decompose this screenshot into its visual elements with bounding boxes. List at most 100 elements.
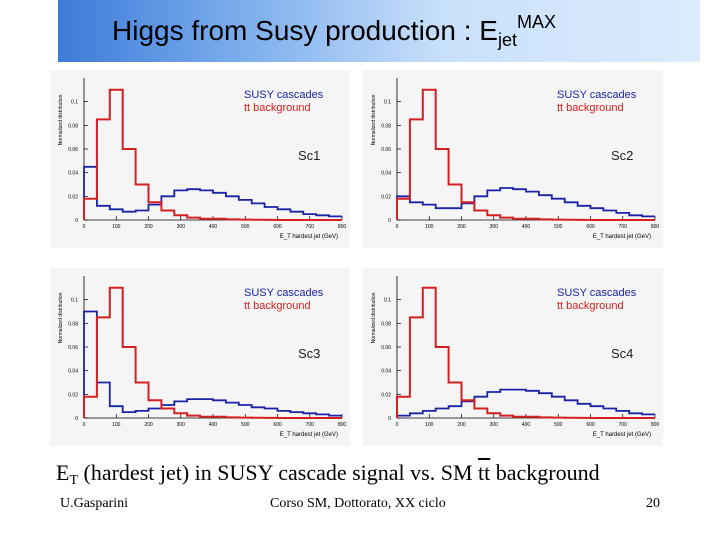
x-tick-label: 100 — [112, 422, 121, 428]
legend-entry-susy-cascades: SUSY cascades — [557, 287, 637, 299]
x-tick-label: 500 — [554, 422, 563, 428]
caption-subscript: T — [69, 473, 79, 488]
y-tick-label: 0.06 — [381, 345, 391, 351]
x-tick-label: 300 — [490, 422, 499, 428]
x-tick-label: 400 — [522, 224, 531, 230]
y-tick-label: 0.08 — [68, 321, 78, 327]
x-tick-label: 400 — [209, 422, 218, 428]
y-tick-label: 0.02 — [381, 392, 391, 398]
y-tick-label: 0.1 — [384, 298, 391, 304]
x-tick-label: 100 — [425, 224, 434, 230]
x-tick-label: 400 — [209, 224, 218, 230]
series-susy-cascades-line — [396, 187, 655, 220]
y-tick-label: 0 — [75, 416, 78, 422]
slide-caption: ET (hardest jet) in SUSY cascade signal … — [56, 460, 600, 489]
footer-course: Corso SM, Dottorato, XX ciclo — [270, 496, 446, 511]
series-tt-background-line — [396, 286, 655, 419]
legend-entry-tt-background: tt background — [557, 102, 624, 114]
x-tick-label: 400 — [522, 422, 531, 428]
x-axis-label: E_T hardest jet (GeV) — [593, 432, 651, 438]
y-tick-label: 0.08 — [381, 123, 391, 129]
y-axis-label: Normalized distribution — [371, 94, 377, 145]
x-axis-label: E_T hardest jet (GeV) — [280, 234, 338, 240]
series-susy-cascades-line — [396, 388, 655, 418]
x-tick-label: 0 — [396, 422, 399, 428]
x-tick-label: 500 — [241, 422, 250, 428]
x-tick-label: 800 — [651, 422, 660, 428]
x-tick-label: 0 — [83, 224, 86, 230]
slide-title: Higgs from Susy production : EjetMAX — [112, 12, 556, 51]
x-tick-label: 700 — [619, 224, 628, 230]
scenario-label: Sc3 — [298, 346, 320, 361]
x-axis-label: E_T hardest jet (GeV) — [280, 432, 338, 438]
caption-middle: (hardest jet) in SUSY cascade signal vs.… — [78, 460, 479, 485]
title-superscript: MAX — [516, 12, 556, 32]
chart-panel-sc2: 0 0.02 0.04 0.06 0.08 0.1 0 100 200 300 400 500 600 7… — [363, 70, 663, 248]
x-tick-label: 200 — [457, 224, 466, 230]
x-tick-label: 600 — [273, 224, 282, 230]
x-tick-label: 100 — [425, 422, 434, 428]
x-tick-label: 200 — [144, 422, 153, 428]
x-tick-label: 800 — [338, 422, 347, 428]
x-axis-label: E_T hardest jet (GeV) — [593, 234, 651, 240]
x-tick-label: 100 — [112, 224, 121, 230]
y-tick-label: 0.1 — [71, 100, 78, 106]
x-tick-label: 0 — [396, 224, 399, 230]
y-tick-label: 0.1 — [384, 100, 391, 106]
y-tick-label: 0.02 — [68, 392, 78, 398]
y-tick-label: 0 — [388, 218, 391, 224]
caption-prefix: E — [56, 460, 70, 485]
series-susy-cascades-line — [83, 310, 342, 418]
footer-author: U.Gasparini — [60, 496, 129, 511]
scenario-label: Sc2 — [611, 148, 633, 163]
x-tick-label: 600 — [586, 224, 595, 230]
y-axis-label: Normalized distribution — [58, 94, 64, 145]
y-tick-label: 0.04 — [381, 171, 391, 177]
series-tt-background-line — [83, 88, 342, 221]
y-tick-label: 0.08 — [68, 123, 78, 129]
x-tick-label: 300 — [177, 422, 186, 428]
scenario-label: Sc1 — [298, 148, 320, 163]
y-axis-label: Normalized distribution — [58, 292, 64, 343]
y-tick-label: 0.02 — [68, 194, 78, 200]
chart-panel-sc1: 0 0.02 0.04 0.06 0.08 0.1 0 100 200 300 400 500 600 7… — [50, 70, 350, 248]
y-tick-label: 0.06 — [381, 147, 391, 153]
title-subscript: jet — [497, 30, 517, 50]
legend-entry-susy-cascades: SUSY cascades — [557, 89, 637, 101]
y-tick-label: 0.04 — [68, 369, 78, 375]
x-tick-label: 800 — [338, 224, 347, 230]
y-axis-label: Normalized distribution — [371, 292, 377, 343]
x-tick-label: 600 — [273, 422, 282, 428]
x-tick-label: 700 — [306, 422, 315, 428]
scenario-label: Sc4 — [611, 346, 633, 361]
x-tick-label: 200 — [144, 224, 153, 230]
title-bar — [58, 0, 700, 62]
caption-tt: tt — [478, 460, 491, 485]
y-tick-label: 0 — [388, 416, 391, 422]
x-tick-label: 700 — [306, 224, 315, 230]
x-tick-label: 200 — [457, 422, 466, 428]
series-tt-background-line — [83, 286, 342, 419]
y-tick-label: 0 — [75, 218, 78, 224]
x-tick-label: 300 — [490, 224, 499, 230]
y-tick-label: 0.08 — [381, 321, 391, 327]
title-main: Higgs from Susy production : E — [112, 15, 498, 46]
x-tick-label: 0 — [83, 422, 86, 428]
x-tick-label: 800 — [651, 224, 660, 230]
legend-entry-tt-background: tt background — [244, 102, 311, 114]
y-tick-label: 0.04 — [381, 369, 391, 375]
legend-entry-susy-cascades: SUSY cascades — [244, 89, 324, 101]
y-tick-label: 0.02 — [381, 194, 391, 200]
series-susy-cascades-line — [83, 165, 342, 220]
caption-suffix: background — [490, 460, 600, 485]
legend-entry-susy-cascades: SUSY cascades — [244, 287, 324, 299]
x-tick-label: 500 — [554, 224, 563, 230]
y-tick-label: 0.1 — [71, 298, 78, 304]
legend-entry-tt-background: tt background — [557, 300, 624, 312]
y-tick-label: 0.04 — [68, 171, 78, 177]
chart-panel-sc4: 0 0.02 0.04 0.06 0.08 0.1 0 100 200 300 400 500 600 7… — [363, 268, 663, 446]
x-tick-label: 700 — [619, 422, 628, 428]
series-tt-background-line — [396, 88, 655, 221]
y-tick-label: 0.06 — [68, 147, 78, 153]
